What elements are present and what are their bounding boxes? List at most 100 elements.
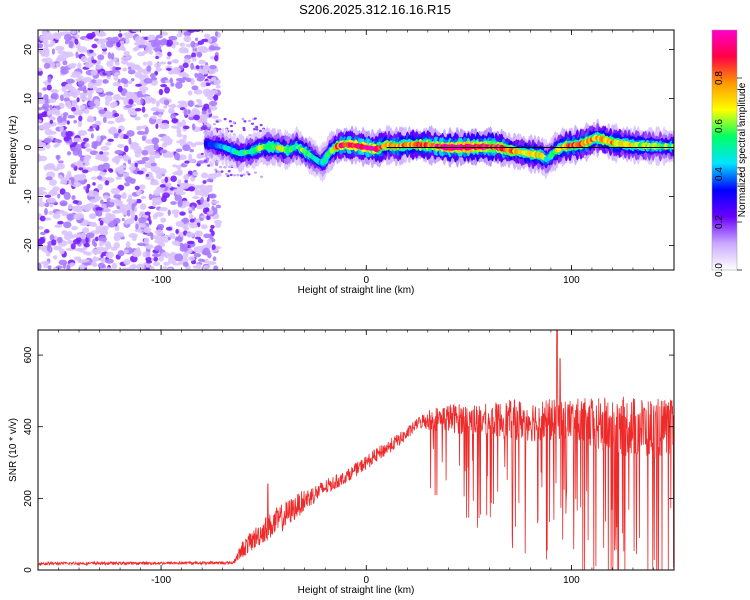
spectrogram-noise-cell <box>169 232 176 239</box>
spectrogram-noise-cell <box>40 261 51 265</box>
spectrogram-noise-cell <box>131 251 142 258</box>
spectrogram-noise-cell <box>155 34 163 39</box>
spectrogram-noise-cell <box>93 98 100 105</box>
spectrogram-noise-cell <box>85 232 95 239</box>
spectrogram-noise-cell <box>86 33 94 40</box>
spectrogram-noise-cell <box>67 203 73 210</box>
spectrogram-noise-cell <box>223 117 227 121</box>
spectrogram-noise-cell <box>215 120 219 123</box>
snr-ytick-label: 200 <box>23 490 34 507</box>
spectrogram-noise-cell <box>176 127 182 135</box>
spectrogram-noise-cell <box>96 135 101 143</box>
spectrogram-noise-cell <box>52 212 61 219</box>
spectrogram-noise-cell <box>154 245 163 252</box>
spectrogram-noise-cell <box>139 223 147 228</box>
spectrogram-noise-cell <box>104 95 113 102</box>
spectrogram-noise-cell <box>59 188 66 195</box>
spectrogram-noise-cell <box>70 30 77 34</box>
spectrogram-noise-cell <box>147 150 156 156</box>
spectrogram-noise-cell <box>76 97 80 103</box>
spectrogram-noise-cell <box>192 171 198 176</box>
snr-ylabel: SNR (10 * v/v) <box>8 418 19 482</box>
spectrogram-noise-cell <box>181 218 188 223</box>
spectrogram-noise-cell <box>43 94 49 101</box>
spectrogram-noise-cell <box>163 99 170 106</box>
spectrogram-noise-cell <box>89 213 97 220</box>
spectrogram-noise-cell <box>123 135 129 140</box>
spectrogram-noise-cell <box>213 94 219 101</box>
colorbar-tick-label: 0.4 <box>714 167 725 181</box>
spectrogram-noise-cell <box>129 178 136 184</box>
spectrogram-noise-cell <box>49 189 58 196</box>
spectrogram-noise-cell <box>123 249 130 254</box>
spectrogram-noise-cell <box>182 76 187 81</box>
spectrogram-noise-cell <box>123 50 130 56</box>
spectrogram-noise-cell <box>142 61 147 66</box>
spectrogram-noise-cell <box>104 70 113 75</box>
spectrogram-noise-cell <box>122 67 128 72</box>
spectrogram-noise-cell <box>175 81 183 89</box>
spectrogram-noise-cell <box>95 79 103 84</box>
spectrogram-noise-cell <box>86 117 95 123</box>
spectrogram-noise-cell <box>46 244 51 252</box>
spectrogram-noise-cell <box>182 134 188 140</box>
spectrogram-noise-cell <box>159 207 168 212</box>
spectrogram-noise-cell <box>242 173 246 176</box>
snr-ytick-label: 0 <box>23 567 34 573</box>
spectrogram-noise-cell <box>113 155 120 161</box>
spectrogram-noise-cell <box>38 245 47 250</box>
spectrogram-ridge <box>203 118 674 182</box>
spectrogram-noise-cell <box>72 111 83 116</box>
spectrogram-noise-cell <box>54 224 62 228</box>
spectrogram-noise-cell <box>101 51 108 55</box>
spectrogram-noise-cell <box>74 143 82 152</box>
spectrogram-noise-cell <box>48 210 54 215</box>
spectrogram-noise-cell <box>57 220 64 225</box>
spectrogram-noise-cell <box>154 62 162 68</box>
spectrogram-noise-cell <box>73 213 83 221</box>
spectrogram-noise-cell <box>186 43 191 48</box>
spectrogram-noise-cell <box>38 197 43 203</box>
spectrogram-noise-cell <box>118 132 124 139</box>
spectrogram-noise-cell <box>95 206 103 212</box>
spectrogram-noise-cell <box>77 62 82 70</box>
spectrogram-noise-cell <box>105 91 114 96</box>
spectrogram-noise-cell <box>77 130 88 136</box>
spectrogram-noise-cell <box>87 81 95 89</box>
spectrogram-noise-cell <box>91 176 98 180</box>
spectrogram-noise-cell <box>80 105 85 111</box>
spectrogram-noise-cell <box>141 106 146 113</box>
spectrogram-noise-cell <box>247 119 251 123</box>
spectrogram-noise-cell <box>143 77 153 84</box>
spectrogram-noise-cell <box>123 79 129 85</box>
spectrogram-noise-cell <box>131 203 135 211</box>
spectrogram-noise-cell <box>206 178 214 183</box>
spectrogram-noise-cell <box>205 207 210 213</box>
spectrogram-noise-cell <box>167 209 171 216</box>
spectrogram-noise-cell <box>91 59 97 64</box>
spectrogram-noise-cell <box>45 143 51 149</box>
spectrogram-noise-cell <box>45 251 51 257</box>
spectrogram-noise-cell <box>190 62 194 70</box>
spectrogram-noise-cell <box>182 62 189 68</box>
spectrogram-noise-cell <box>203 265 211 269</box>
spectrogram-noise-cell <box>130 144 137 150</box>
spectrogram-noise-cell <box>120 96 126 101</box>
spectrogram-noise-cell <box>259 123 263 127</box>
spectrogram-noise-cell <box>253 128 257 131</box>
spectrogram-noise-cell <box>113 112 120 117</box>
spectrogram-noise-cell <box>163 105 168 109</box>
spectrogram-noise-cell <box>167 61 172 65</box>
spectrogram-noise-cell <box>127 66 132 70</box>
spectrogram-noise-cell <box>85 236 89 244</box>
spectrogram-noise-cell <box>160 217 167 223</box>
spectrogram-noise-cell <box>166 56 171 60</box>
spectrogram-noise-cell <box>105 243 112 249</box>
spectrogram-noise-cell <box>59 200 68 207</box>
spectrogram-noise-cell <box>126 91 135 96</box>
spectrogram-noise-cell <box>117 85 123 93</box>
spectrogram-noise-cell <box>107 127 118 134</box>
spectrogram-noise-cell <box>123 83 129 88</box>
spectrogram-noise-cell <box>98 240 105 247</box>
snr-panel: -100 0 100 0 200 400 600 Height of straight li… <box>8 329 675 596</box>
